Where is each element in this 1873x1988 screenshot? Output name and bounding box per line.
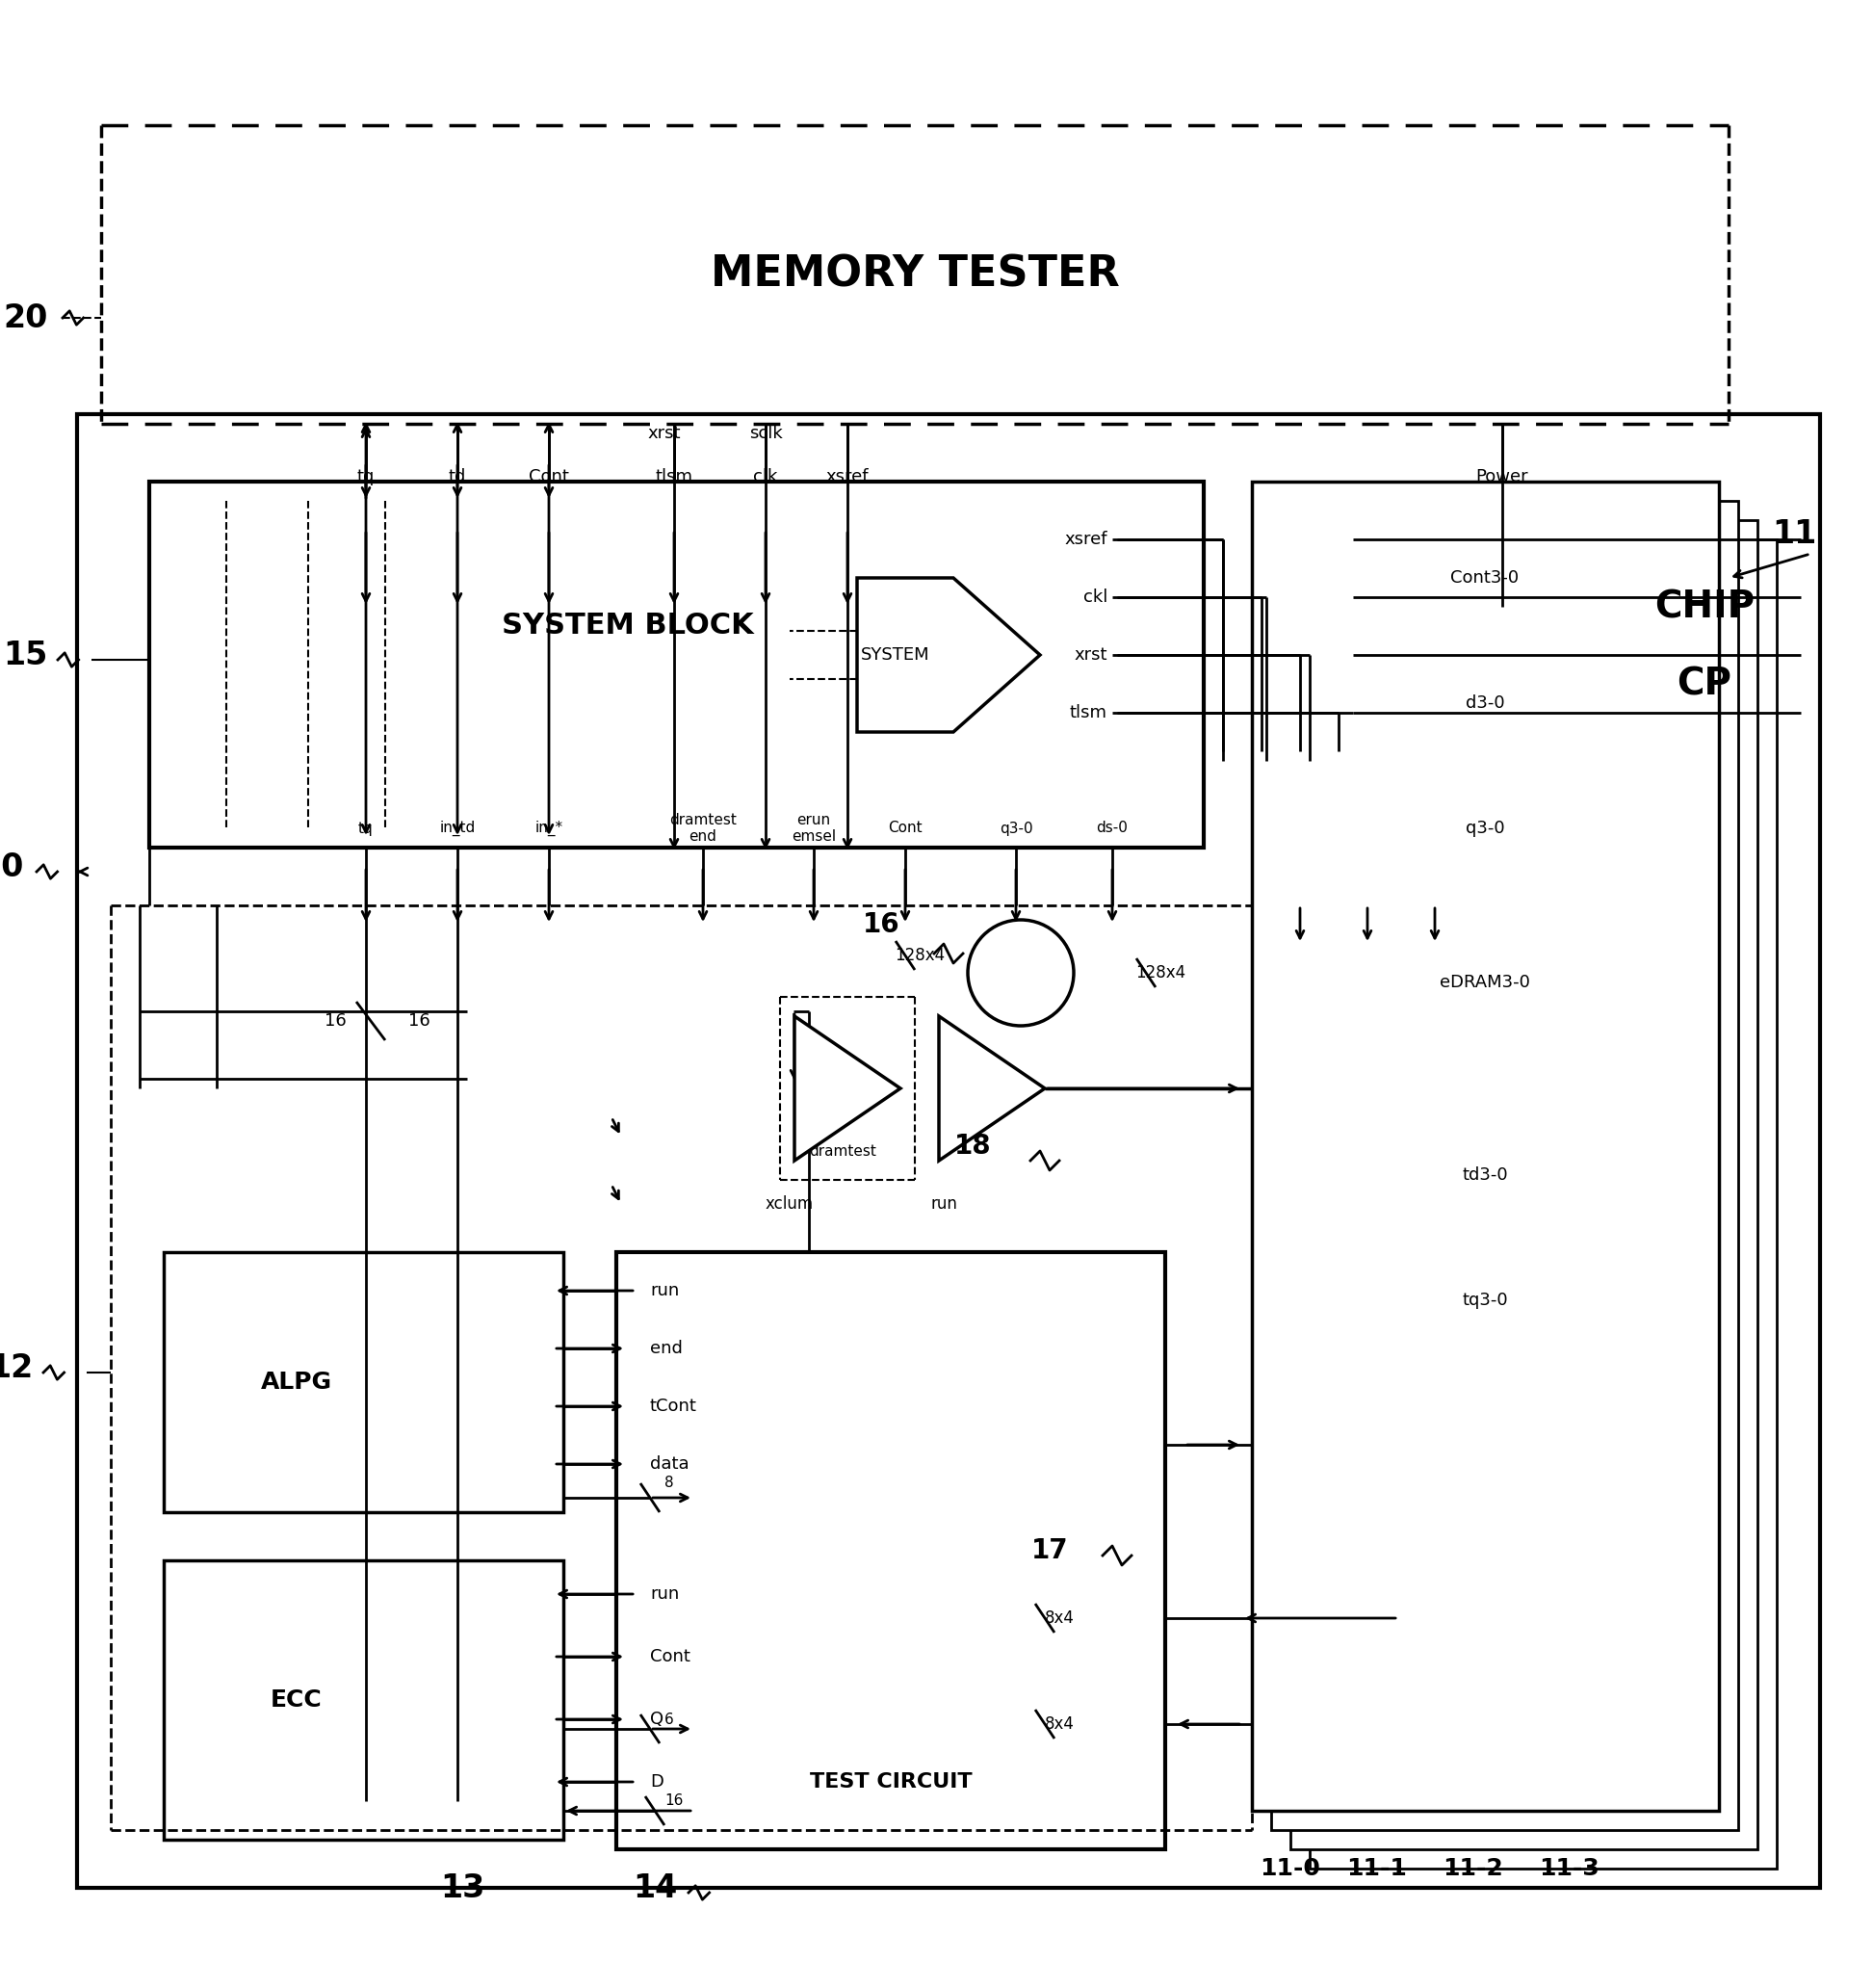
Text: Cont: Cont: [650, 1648, 691, 1666]
Text: run: run: [650, 1282, 680, 1300]
Bar: [616, 1252, 1165, 1849]
Text: SYSTEM BLOCK: SYSTEM BLOCK: [502, 612, 755, 640]
Text: tq: tq: [358, 467, 375, 485]
Bar: [1309, 539, 1777, 1869]
Text: 16: 16: [408, 1012, 429, 1030]
Text: clk: clk: [753, 467, 777, 485]
Text: q3-0: q3-0: [1000, 821, 1032, 835]
Text: dramtest: dramtest: [809, 1143, 877, 1159]
Text: dramtest
end: dramtest end: [669, 813, 736, 845]
Text: 128x4: 128x4: [895, 946, 944, 964]
Text: 15: 15: [4, 638, 49, 670]
Text: 14: 14: [633, 1873, 678, 1905]
Text: 17: 17: [1030, 1537, 1068, 1565]
Text: in_*: in_*: [536, 821, 564, 837]
Bar: [1272, 501, 1738, 1831]
Text: Cont: Cont: [888, 821, 922, 835]
Text: 16: 16: [665, 1793, 684, 1809]
Text: 16: 16: [324, 1012, 347, 1030]
Text: 8x4: 8x4: [1045, 1716, 1073, 1734]
Text: TEST CIRCUIT: TEST CIRCUIT: [809, 1771, 972, 1791]
Text: run: run: [650, 1584, 680, 1602]
Text: td: td: [448, 467, 466, 485]
Text: tCont: tCont: [650, 1398, 697, 1415]
Bar: [77, 414, 1821, 1889]
Text: Power: Power: [1476, 467, 1528, 485]
Text: Cont: Cont: [528, 467, 569, 485]
Text: ALPG: ALPG: [260, 1370, 332, 1394]
Text: 11-2: 11-2: [1444, 1857, 1504, 1881]
Polygon shape: [794, 1016, 901, 1161]
Text: 18: 18: [953, 1133, 991, 1159]
Text: sclk: sclk: [749, 425, 783, 441]
Polygon shape: [938, 1016, 1045, 1161]
Text: in_td: in_td: [440, 821, 476, 837]
Text: xrst: xrst: [648, 425, 682, 441]
Text: ckl: ckl: [1083, 588, 1107, 606]
Text: xrst: xrst: [1075, 646, 1107, 664]
Bar: [1251, 481, 1719, 1811]
Text: tlsm: tlsm: [1069, 704, 1107, 722]
Text: end: end: [650, 1340, 682, 1358]
Text: q3-0: q3-0: [1465, 819, 1504, 837]
Text: 6: 6: [665, 1712, 674, 1726]
Text: data: data: [650, 1455, 689, 1473]
Bar: [1290, 521, 1757, 1849]
Polygon shape: [858, 579, 1040, 732]
Text: 11-0: 11-0: [1261, 1857, 1320, 1881]
Text: D: D: [650, 1773, 663, 1791]
Text: ECC: ECC: [272, 1688, 322, 1712]
Text: 20: 20: [4, 302, 49, 334]
Text: d3-0: d3-0: [1465, 694, 1504, 712]
Bar: [150, 481, 1204, 847]
Text: 10: 10: [0, 851, 24, 883]
Text: MEMORY TESTER: MEMORY TESTER: [710, 254, 1120, 294]
Text: 8x4: 8x4: [1045, 1610, 1073, 1626]
Text: 13: 13: [440, 1873, 485, 1905]
Text: 11-3: 11-3: [1540, 1857, 1600, 1881]
Text: Cont3-0: Cont3-0: [1452, 569, 1519, 586]
Text: ds-0: ds-0: [1096, 821, 1128, 835]
Text: Q: Q: [650, 1710, 663, 1728]
Text: run: run: [931, 1195, 957, 1213]
Text: td3-0: td3-0: [1463, 1167, 1508, 1183]
Text: CHIP: CHIP: [1654, 588, 1755, 624]
Text: tlsm: tlsm: [656, 467, 693, 485]
Text: 11: 11: [1772, 519, 1817, 551]
Text: xsref: xsref: [1064, 531, 1107, 549]
Text: 11-1: 11-1: [1347, 1857, 1407, 1881]
Bar: [163, 1252, 564, 1513]
Text: SYSTEM: SYSTEM: [862, 646, 931, 664]
Text: xsref: xsref: [826, 467, 869, 485]
Text: 16: 16: [863, 911, 901, 938]
Text: 8: 8: [665, 1475, 674, 1491]
Text: tq: tq: [358, 821, 373, 835]
Text: eDRAM3-0: eDRAM3-0: [1440, 974, 1530, 992]
Bar: [163, 1561, 564, 1839]
Text: erun
emsel: erun emsel: [792, 813, 835, 845]
Text: CP: CP: [1676, 666, 1733, 702]
Text: 12: 12: [0, 1352, 34, 1384]
Text: tq3-0: tq3-0: [1463, 1292, 1508, 1308]
Text: 128x4: 128x4: [1135, 964, 1186, 982]
Text: xclum: xclum: [766, 1195, 813, 1213]
